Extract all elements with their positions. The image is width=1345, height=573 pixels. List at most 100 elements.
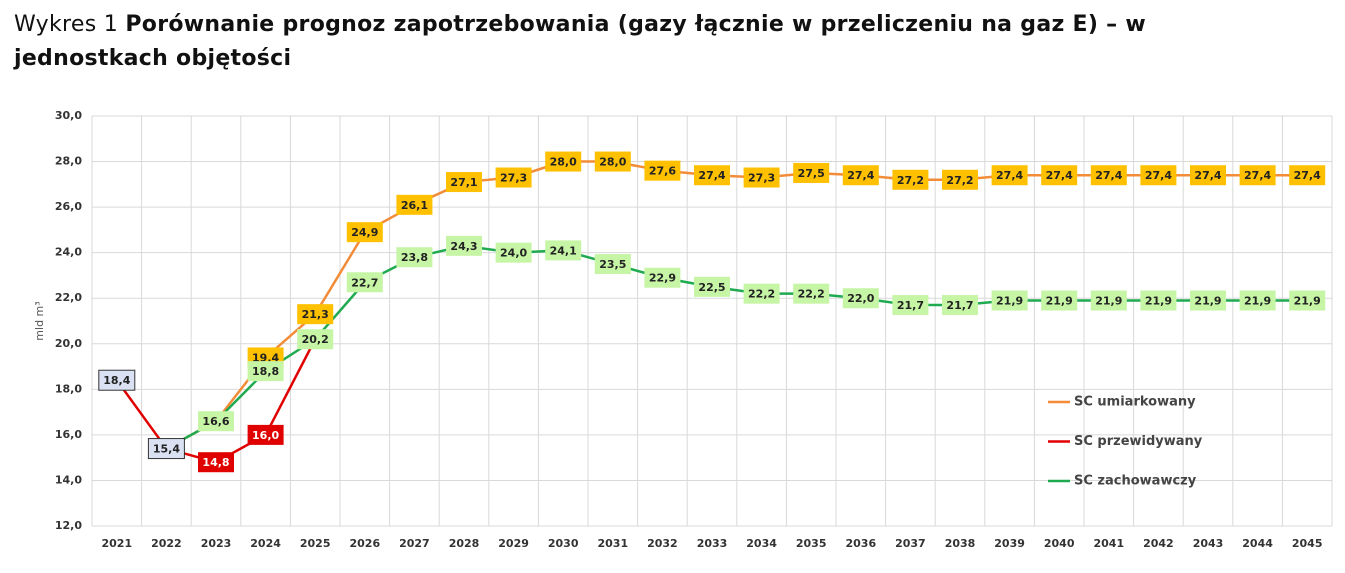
data-label: 24,9	[346, 222, 383, 243]
data-label: 21,9	[1090, 290, 1127, 311]
data-label-box	[694, 165, 730, 186]
x-tick-label: 2036	[845, 537, 876, 550]
data-label-text: 21,7	[946, 299, 973, 312]
data-label-box	[644, 160, 681, 181]
data-label: 27,4	[694, 165, 730, 186]
data-label: 27,4	[1140, 165, 1177, 186]
data-label-box	[743, 167, 780, 188]
data-label-text: 26,1	[401, 199, 428, 212]
data-label-box	[1090, 290, 1127, 311]
data-label: 16,6	[198, 411, 234, 432]
data-label: 27,2	[942, 169, 978, 190]
data-label: 28,0	[594, 151, 631, 172]
data-label: 26,1	[396, 194, 433, 215]
data-label: 20,2	[297, 329, 334, 350]
data-label-box	[793, 283, 830, 304]
data-label-box	[644, 267, 681, 288]
legend-label: SC przewidywany	[1074, 434, 1203, 449]
data-label: 22,9	[644, 267, 681, 288]
data-label: 23,5	[594, 254, 631, 275]
x-tick-label: 2022	[151, 537, 182, 550]
data-label-text: 27,3	[748, 172, 775, 185]
data-label-box	[1140, 290, 1177, 311]
y-tick-label: 12,0	[55, 519, 82, 532]
x-tick-label: 2030	[548, 537, 579, 550]
data-label: 27,4	[1289, 165, 1326, 186]
y-tick-label: 24,0	[55, 246, 82, 259]
data-label-box	[1140, 165, 1177, 186]
y-tick-label: 26,0	[55, 200, 82, 213]
data-label-box	[793, 162, 830, 183]
data-label-text: 27,4	[1294, 169, 1321, 182]
data-label: 27,4	[1239, 165, 1276, 186]
data-label-text: 24,9	[351, 226, 378, 239]
chart-title: Porównanie prognoz zapotrzebowania (gazy…	[14, 12, 1147, 71]
data-label-text: 20,2	[302, 333, 329, 346]
x-tick-label: 2032	[647, 537, 678, 550]
data-label-box	[1090, 165, 1127, 186]
x-tick-label: 2043	[1193, 537, 1224, 550]
data-label-text: 22,2	[798, 288, 825, 301]
x-tick-label: 2023	[201, 537, 232, 550]
data-label-box	[942, 169, 978, 190]
data-label-box	[1190, 290, 1226, 311]
data-label-text: 27,4	[1046, 169, 1073, 182]
data-label-box	[594, 254, 631, 275]
data-label: 27,3	[495, 167, 532, 188]
x-tick-label: 2035	[796, 537, 827, 550]
data-label-text: 27,4	[1244, 169, 1271, 182]
data-label: 15,4	[147, 438, 185, 460]
data-label: 27,4	[842, 165, 879, 186]
data-label-box	[346, 222, 383, 243]
data-label: 23,8	[396, 247, 433, 268]
y-tick-label: 30,0	[55, 109, 82, 122]
data-label-text: 14,8	[202, 456, 229, 469]
y-axis-label: mld m³	[33, 301, 46, 340]
data-label-text: 21,9	[1194, 295, 1221, 308]
data-label-box	[842, 165, 879, 186]
data-label-box	[98, 369, 136, 391]
x-tick-label: 2038	[945, 537, 976, 550]
data-label-box	[396, 194, 433, 215]
data-label-box	[495, 167, 532, 188]
data-label-text: 27,6	[649, 165, 676, 178]
x-tick-label: 2026	[349, 537, 380, 550]
data-label: 24,0	[495, 242, 532, 263]
data-label: 21,9	[1140, 290, 1177, 311]
data-label-text: 16,0	[252, 429, 279, 442]
data-label-text: 22,0	[847, 292, 874, 305]
data-label: 22,5	[694, 276, 730, 297]
data-label: 21,9	[1289, 290, 1326, 311]
data-label: 22,7	[346, 272, 383, 293]
data-label-text: 27,4	[698, 169, 725, 182]
data-label-text: 18,8	[252, 365, 279, 378]
data-label-box	[346, 272, 383, 293]
data-label: 16,0	[247, 424, 284, 445]
y-tick-label: 14,0	[55, 473, 82, 486]
data-label: 21,9	[991, 290, 1028, 311]
data-label-box	[743, 283, 780, 304]
data-label-text: 22,7	[351, 276, 378, 289]
data-label: 21,7	[892, 295, 929, 316]
data-label-text: 27,1	[450, 176, 477, 189]
data-label: 21,7	[942, 295, 978, 316]
data-label-text: 22,5	[698, 281, 725, 294]
x-tick-label: 2033	[697, 537, 728, 550]
data-label-box	[545, 240, 582, 261]
data-label-box	[147, 438, 185, 460]
data-label: 28,0	[545, 151, 582, 172]
y-tick-label: 18,0	[55, 382, 82, 395]
x-tick-label: 2027	[399, 537, 430, 550]
x-tick-label: 2031	[597, 537, 628, 550]
data-label-text: 18,4	[103, 374, 130, 387]
data-label: 27,4	[991, 165, 1028, 186]
data-label-text: 27,5	[798, 167, 825, 180]
data-label-text: 27,3	[500, 172, 527, 185]
y-tick-label: 20,0	[55, 337, 82, 350]
y-tick-label: 28,0	[55, 155, 82, 168]
data-label: 27,5	[793, 162, 830, 183]
data-label-text: 21,3	[302, 308, 329, 321]
x-tick-label: 2037	[895, 537, 926, 550]
